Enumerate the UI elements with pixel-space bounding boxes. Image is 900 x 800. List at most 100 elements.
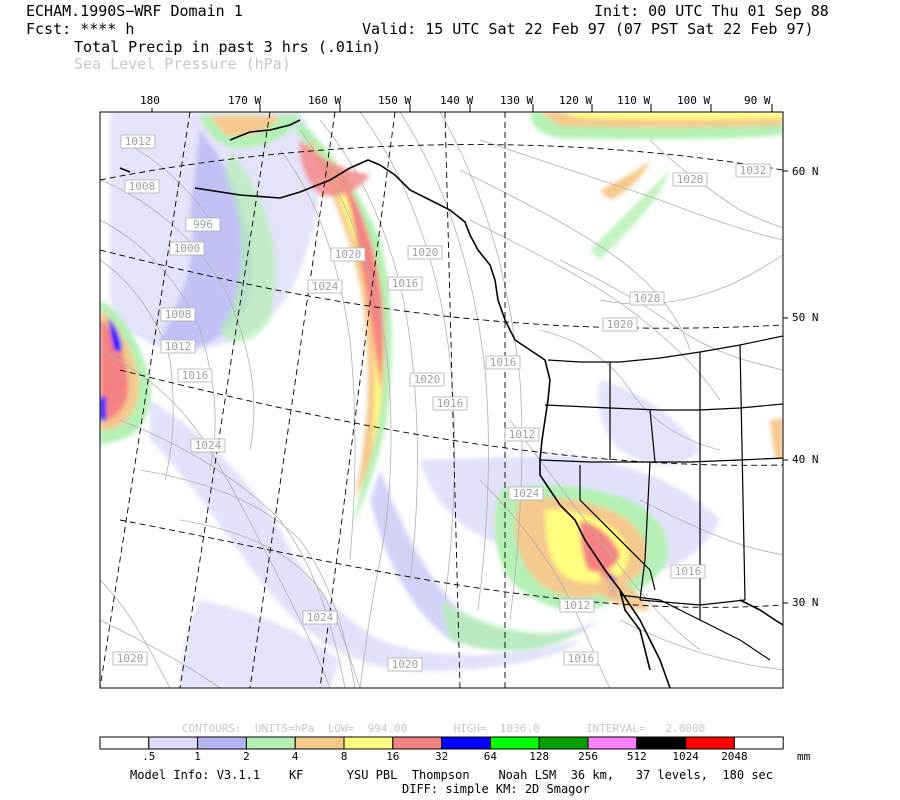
colorbar-swatch: [587, 736, 638, 750]
lon-label-170w: 170 W: [228, 94, 262, 107]
pressure-label: 1024: [307, 279, 343, 294]
pressure-label: 1016: [563, 651, 599, 666]
colorbar-label: 2: [243, 750, 250, 763]
colorbar-swatch: [685, 736, 735, 750]
pressure-label-text: 1024: [513, 487, 540, 500]
colorbar-label: 512: [626, 750, 647, 763]
pressure-label: 1000: [169, 241, 205, 256]
colorbar-swatch: [392, 736, 443, 750]
pressure-label-text: 1020: [392, 658, 419, 671]
lon-label-120w: 120 W: [559, 94, 593, 107]
pressure-label-text: 1008: [129, 180, 156, 193]
pressure-label: 1012: [559, 598, 595, 613]
lon-label-150w: 150 W: [378, 94, 412, 107]
pressure-label-text: 1016: [182, 369, 209, 382]
colorbar-label: .5: [142, 750, 156, 763]
pressure-label-text: 1012: [165, 340, 192, 353]
lon-label-100w: 100 W: [677, 94, 711, 107]
pressure-label-text: 1028: [677, 173, 704, 186]
pressure-label: 1024: [508, 486, 544, 501]
lon-label-130w: 130 W: [500, 94, 534, 107]
pressure-label: 1012: [504, 427, 540, 442]
lat-label-30n: 30 N: [792, 596, 819, 609]
pressure-label: 1012: [160, 339, 196, 354]
pressure-labels: 1012100899610001008101210161024102410201…: [112, 134, 771, 672]
pressure-label-text: 1012: [509, 428, 536, 441]
pressure-label: 1008: [124, 179, 160, 194]
colorbar-label: 16: [386, 750, 400, 763]
lon-label-160w: 160 W: [308, 94, 342, 107]
contour-info-high: HIGH= 1036.0: [453, 722, 540, 735]
lat-label-40n: 40 N: [792, 453, 819, 466]
pressure-label: 1016: [387, 276, 423, 291]
pressure-label-text: 1020: [412, 246, 439, 259]
pressure-label-text: 1016: [568, 652, 595, 665]
valid-time: Valid: 15 UTC Sat 22 Feb 97 (07 PST Sat …: [362, 20, 814, 38]
pressure-label: 1020: [409, 372, 445, 387]
colorbar-swatch: [538, 736, 589, 750]
pressure-label-text: 1028: [634, 292, 661, 305]
pressure-label-text: 996: [193, 218, 213, 231]
colorbar-swatch: [294, 736, 345, 750]
pressure-label-text: 1016: [392, 277, 419, 290]
colorbar-label: 128: [529, 750, 550, 763]
graticule: [100, 112, 783, 688]
pressure-label-text: 1012: [125, 135, 152, 148]
colorbar-label: 1024: [672, 750, 699, 763]
colorbar-label: 8: [340, 750, 348, 763]
pressure-label: 1020: [387, 657, 423, 672]
colorbar-label: 2048: [721, 750, 748, 763]
pressure-label-text: 1016: [490, 356, 517, 369]
pressure-label-text: 1024: [312, 280, 339, 293]
colorbar-label: 64: [483, 750, 498, 763]
pressure-label-text: 1012: [564, 599, 591, 612]
contour-info-units: UNITS=hPa: [254, 722, 315, 735]
model-title: ECHAM.1990S−WRF Domain 1: [26, 2, 243, 20]
pressure-label: 1008: [160, 307, 196, 322]
pressure-label: 1020: [407, 245, 443, 260]
lon-label-90w: 90 W: [744, 94, 771, 107]
pressure-label: 1028: [629, 291, 665, 306]
lon-label-140w: 140 W: [440, 94, 474, 107]
field-primary-title: Total Precip in past 3 hrs (.01in): [74, 38, 382, 56]
init-time: Init: 00 UTC Thu 01 Sep 88: [594, 2, 829, 20]
lon-label-110w: 110 W: [617, 94, 651, 107]
colorbar-label: 1: [194, 750, 201, 763]
field-secondary-title: Sea Level Pressure (hPa): [74, 55, 291, 73]
colorbar-unit: mm: [797, 750, 811, 763]
colorbar-label: 256: [578, 750, 598, 763]
model-info: Model Info: V3.1.1 KF YSU PBL Thompson N…: [130, 768, 773, 782]
pressure-label-text: 1020: [414, 373, 441, 386]
coastlines: [119, 119, 783, 688]
pressure-label: 1032: [735, 163, 771, 178]
map-frame: [99, 111, 784, 689]
pressure-label: 1020: [602, 317, 638, 332]
colorbar-swatch: [148, 736, 199, 750]
pressure-label: 1016: [670, 564, 706, 579]
pressure-label: 1024: [190, 438, 226, 453]
pressure-label: 1020: [330, 247, 366, 262]
colorbar-swatch: [441, 736, 491, 750]
pressure-label: 1024: [302, 610, 338, 625]
pressure-label-text: 1020: [607, 318, 634, 331]
colorbar-label: 4: [291, 750, 299, 763]
pressure-label-text: 1032: [740, 164, 767, 177]
precip-shading: [100, 112, 783, 688]
pressure-label-text: 1020: [335, 248, 362, 261]
pressure-label-text: 1016: [437, 397, 464, 410]
colorbar-swatch: [197, 736, 247, 750]
lon-label-180: 180: [140, 94, 160, 107]
pressure-label: 1016: [177, 368, 213, 383]
contour-info-contours: CONTOURS:: [182, 722, 242, 735]
contour-info: CONTOURS: UNITS=hPa LOW= 994.00 HIGH= 10…: [182, 722, 705, 735]
colorbar-swatch: [245, 736, 296, 750]
pressure-label: 996: [185, 217, 221, 232]
map-ticks: [151, 104, 788, 604]
pressure-label: 1020: [112, 651, 148, 666]
contour-info-interval: INTERVAL= 2.0000: [586, 722, 706, 735]
pressure-label: 1028: [672, 172, 708, 187]
pressure-label: 1016: [432, 396, 468, 411]
colorbar-swatch: [343, 736, 394, 750]
pressure-label: 1016: [485, 355, 521, 370]
